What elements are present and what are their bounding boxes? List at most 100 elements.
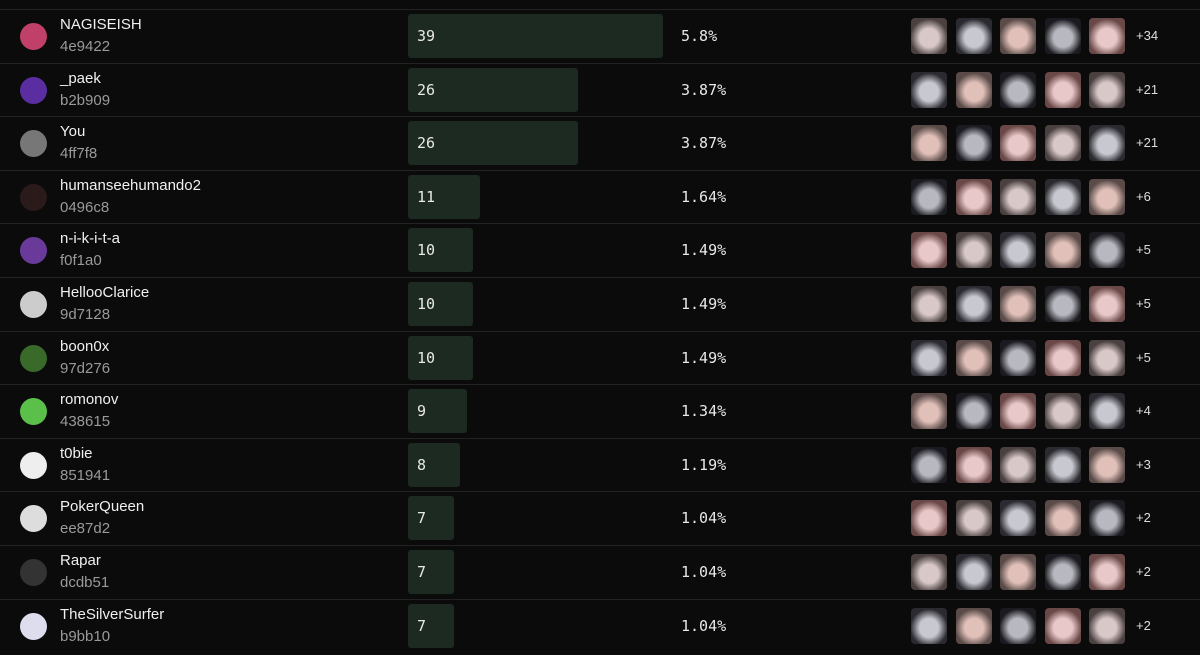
character-thumbnail [956, 71, 992, 108]
leaderboard-row: HellooClarice 9d7128 10 1.49% +5 [0, 277, 1200, 331]
character-thumbnail [911, 446, 947, 483]
character-thumbnail [911, 125, 947, 162]
count-value: 8 [417, 455, 427, 474]
character-thumbnail [1000, 125, 1036, 162]
more-count: +21 [1136, 135, 1159, 151]
percent-value: 1.04% [681, 616, 727, 635]
percent-value: 1.04% [681, 509, 727, 528]
character-thumbnail [911, 71, 947, 108]
character-thumbnail [1089, 18, 1125, 54]
count-value: 7 [417, 616, 427, 635]
percent-value: 1.49% [681, 295, 727, 313]
count-value: 26 [417, 134, 436, 153]
user-avatar [20, 23, 47, 50]
leaderboard-row: PokerQueen ee87d2 7 1.04% +2 [0, 491, 1200, 545]
character-thumbnail [911, 339, 947, 376]
character-thumbnail [1089, 446, 1125, 483]
count-bar [408, 67, 579, 112]
character-thumbnail [956, 554, 992, 590]
character-thumbnail [1000, 339, 1036, 376]
character-thumbnail [956, 232, 992, 269]
user-name: romonov [60, 391, 119, 409]
user-name: PokerQueen [60, 498, 145, 516]
count-value: 39 [417, 27, 436, 45]
character-thumbnail [1089, 286, 1125, 322]
more-count: +5 [1136, 296, 1151, 311]
count-value: 7 [417, 509, 427, 528]
percent-value: 3.87% [681, 80, 727, 99]
percent-value: 1.19% [681, 455, 727, 474]
more-count: +2 [1136, 564, 1151, 579]
user-name: boon0x [60, 337, 110, 355]
percent-value: 1.34% [681, 402, 727, 421]
count-value: 26 [417, 80, 436, 99]
user-name: Rapar [60, 552, 101, 569]
leaderboard-row: You 4ff7f8 26 3.87% +21 [0, 116, 1200, 170]
character-thumbnail [1045, 232, 1081, 269]
user-name: HellooClarice [60, 284, 150, 301]
count-value: 10 [417, 241, 436, 260]
count-bar [408, 174, 480, 219]
leaderboard-row: humanseehumando2 0496c8 11 1.64% +6 [0, 169, 1200, 224]
user-id: ee87d2 [60, 520, 111, 538]
character-thumbnail [956, 607, 992, 644]
character-thumbnail [1000, 500, 1036, 537]
user-id: 4ff7f8 [60, 145, 98, 163]
user-id: 0496c8 [60, 198, 110, 216]
character-thumbnail [1045, 393, 1081, 430]
percent-value: 1.49% [681, 348, 727, 367]
character-thumbnail [1000, 18, 1036, 54]
character-thumbnail [1045, 286, 1081, 322]
leaderboard-row: TheSilverSurfer b9bb10 7 1.04% +2 [0, 598, 1200, 653]
user-avatar [20, 559, 47, 586]
user-name: t0bie [60, 444, 93, 462]
character-thumbnail [1089, 232, 1125, 269]
more-count: +34 [1136, 28, 1159, 43]
leaderboard-row: _paek b2b909 26 3.87% +21 [0, 62, 1200, 117]
count-bar [408, 389, 467, 434]
count-value: 9 [417, 402, 427, 421]
character-thumbnail [1089, 607, 1125, 644]
user-id: dcdb51 [60, 574, 110, 591]
character-thumbnail [911, 500, 947, 537]
character-thumbnail [1045, 18, 1081, 54]
user-avatar [20, 130, 47, 158]
character-thumbnail [1089, 178, 1125, 215]
more-count: +2 [1136, 510, 1151, 526]
user-id: 9d7128 [60, 306, 111, 323]
count-value: 11 [417, 187, 436, 206]
more-count: +3 [1136, 456, 1151, 472]
more-count: +21 [1136, 81, 1159, 97]
character-thumbnail [911, 178, 947, 215]
user-name: NAGISEISH [60, 16, 142, 33]
leaderboard-row: n-i-k-i-t-a f0f1a0 10 1.49% +5 [0, 223, 1200, 277]
character-thumbnail [911, 18, 947, 54]
character-thumbnail [1000, 393, 1036, 430]
count-bar [408, 335, 474, 380]
count-bar [408, 496, 454, 541]
character-thumbnail [1000, 178, 1036, 215]
character-thumbnail [911, 607, 947, 644]
character-thumbnail [956, 125, 992, 162]
more-count: +2 [1136, 617, 1151, 633]
user-avatar [20, 183, 47, 211]
character-thumbnail [1000, 446, 1036, 483]
character-thumbnail [911, 286, 947, 322]
leaderboard-row: Rapar dcdb51 7 1.04% +2 [0, 545, 1200, 599]
count-value: 7 [417, 563, 427, 581]
character-thumbnail [956, 18, 992, 54]
character-thumbnail [1089, 339, 1125, 376]
count-bar [408, 442, 461, 487]
count-value: 10 [417, 295, 436, 313]
user-name: You [60, 123, 86, 141]
user-avatar [20, 237, 47, 265]
user-name: _paek [60, 69, 101, 87]
character-thumbnail [1089, 71, 1125, 108]
count-value: 10 [417, 348, 436, 367]
leaderboard-row: boon0x 97d276 10 1.49% +5 [0, 330, 1200, 385]
character-thumbnail [1000, 232, 1036, 269]
character-thumbnail [1045, 125, 1081, 162]
character-thumbnail [911, 393, 947, 430]
user-avatar [20, 76, 47, 104]
